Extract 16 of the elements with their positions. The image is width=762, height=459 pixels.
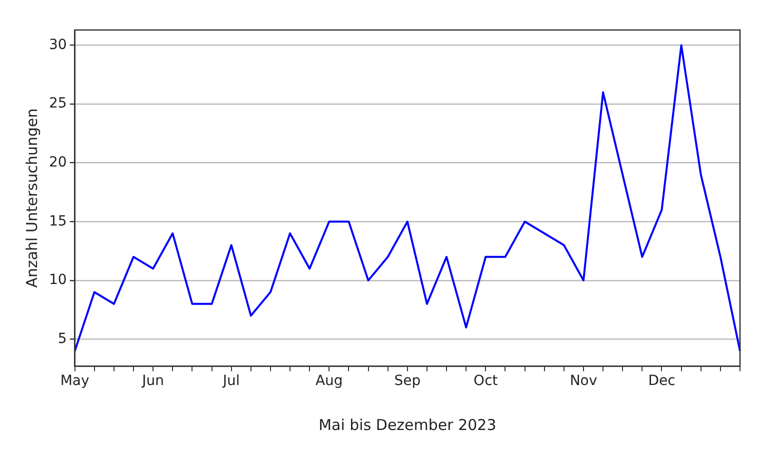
x-tick-label: Dec (648, 373, 676, 390)
y-tick-label: 25 (48, 96, 67, 112)
x-tick-label: Jun (141, 373, 164, 390)
x-axis-title: Mai bis Dezember 2023 (318, 416, 496, 434)
x-tick-label: May (60, 373, 90, 390)
x-tick-label: Sep (394, 373, 421, 390)
y-tick-label: 15 (48, 213, 67, 230)
y-axis-title: Anzahl Untersuchungen (22, 108, 41, 288)
x-tick-label: Aug (315, 373, 343, 390)
y-tick-label: 30 (48, 36, 67, 53)
y-tick-label: 10 (48, 272, 67, 288)
x-tick-label: Jul (222, 373, 240, 390)
x-tick-label: Nov (570, 373, 598, 390)
y-tick-label: 5 (58, 330, 67, 347)
x-tick-label: Oct (474, 373, 498, 390)
y-tick-label: 20 (48, 154, 67, 170)
